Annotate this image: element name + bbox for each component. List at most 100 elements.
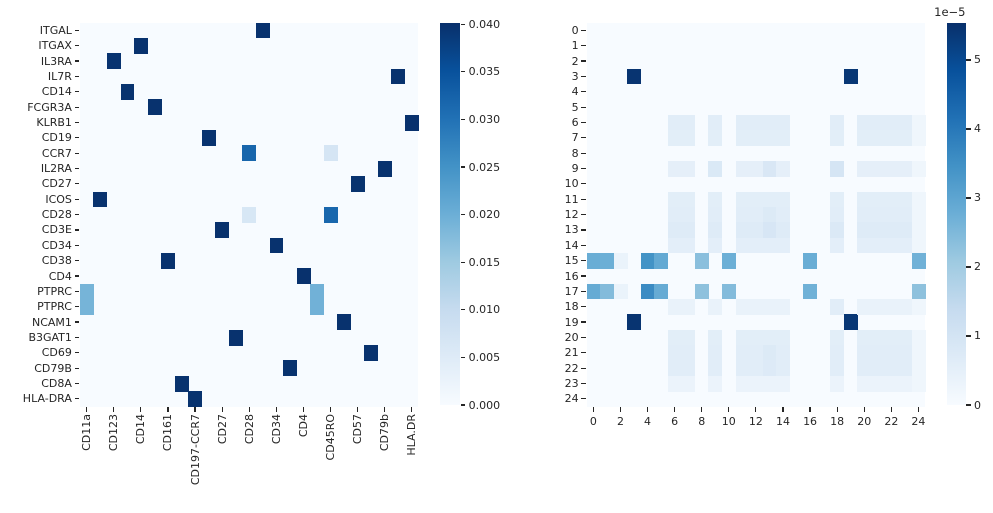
heatmap-cell [762,191,777,208]
heatmap-cell [857,360,872,377]
y-tick-mark [581,352,586,354]
y-tick-label: 7 [571,131,579,145]
y-tick-label: 9 [571,162,579,176]
x-tick-label: CD11a [80,413,94,451]
y-tick-label: 21 [564,346,579,360]
heatmap-cell [898,360,913,377]
heatmap-cell [776,206,791,223]
y-tick-label: CD28 [41,208,72,222]
heatmap-cell [871,130,885,146]
x-tick-label: 18 [830,414,845,428]
heatmap-cell [803,283,818,300]
colorbar-tick-label: 0.025 [468,160,501,174]
y-tick-mark [581,382,586,385]
heatmap-cell [323,145,338,162]
heatmap-cell [749,130,764,146]
heatmap-cell [871,345,885,361]
heatmap-cell [749,299,764,315]
x-tick-mark [384,407,386,412]
heatmap-cell [898,299,913,315]
y-tick-mark [74,167,80,170]
y-tick-mark [74,106,80,108]
x-tick-label: 10 [721,414,736,428]
heatmap-cell [79,299,94,315]
x-tick-label: CD79b [378,413,392,451]
y-tick-label: CD69 [41,346,72,360]
x-tick-label: CD45RO [323,413,337,460]
colorbar-tick-mark [460,71,466,73]
y-tick-mark [581,260,586,262]
heatmap-cell [735,345,750,361]
y-tick-label: 24 [564,392,579,406]
heatmap-cell [627,314,642,331]
heatmap-cell [871,237,885,254]
heatmap-cell [762,299,777,315]
y-tick-mark [74,198,80,200]
heatmap-cell [898,206,913,223]
heatmap-cell [884,160,899,177]
heatmap-cell [830,114,845,131]
heatmap-cell [681,130,696,146]
y-tick-mark [74,45,80,47]
y-tick-label: IL3RA [40,54,72,68]
heatmap-cell [735,375,750,392]
heatmap-cell [857,375,872,392]
heatmap-cell [749,206,764,223]
heatmap-cell [708,191,723,208]
y-tick-label: ICOS [45,192,72,206]
heatmap-cell [201,130,216,146]
y-tick-label: 13 [564,223,579,237]
heatmap-cell [613,252,628,269]
heatmap-cell [830,206,845,223]
heatmap-cell [857,191,872,208]
x-tick-label: 24 [911,414,926,428]
heatmap-cell [708,130,723,146]
y-tick-label: PTPRC [37,300,72,314]
heatmap-cell [681,360,696,377]
y-tick-mark [581,198,586,200]
y-tick-mark [581,137,586,139]
y-tick-mark [74,275,80,277]
y-tick-label: 22 [564,361,579,375]
heatmap-cell [735,329,750,346]
y-tick-mark [74,152,80,154]
x-tick-label: CD28 [242,413,256,444]
y-tick-mark [581,60,586,62]
y-tick-label: CD3E [41,223,72,237]
y-tick-mark [581,75,586,77]
y-tick-mark [74,75,80,77]
heatmap-cell [898,191,913,208]
y-tick-label: IL7R [47,69,72,83]
y-tick-label: 17 [564,284,579,298]
x-tick-mark [809,407,811,412]
x-tick-mark [619,407,622,412]
heatmap-cell [586,252,601,269]
y-tick-mark [581,229,586,231]
heatmap-cell [830,160,845,177]
heatmap-cell [749,222,764,239]
heatmap-cell [735,299,750,315]
heatmap-cell [911,299,926,315]
heatmap-cell [857,222,872,239]
heatmap-cell [776,222,791,239]
y-tick-label: 12 [564,208,579,222]
y-tick-label: HLA-DRA [22,392,72,406]
heatmap-cell [283,360,297,377]
y-tick-label: CD14 [41,85,72,99]
x-tick-label: CD123 [107,413,121,451]
y-tick-mark [581,152,586,154]
y-tick-label: 5 [571,100,579,114]
heatmap-cell [776,191,791,208]
y-tick-mark [74,321,80,323]
heatmap-cell [681,160,696,177]
heatmap-cell [667,130,682,146]
y-tick-label: 19 [564,315,579,329]
heatmap-cell [749,345,764,361]
heatmap-cell [911,283,926,300]
heatmap-cell [93,191,108,208]
heatmap-cell [215,222,230,239]
x-tick-mark [782,407,784,412]
x-tick-mark [221,407,223,412]
heatmap-cell [681,114,696,131]
heatmap-cell [681,222,696,239]
